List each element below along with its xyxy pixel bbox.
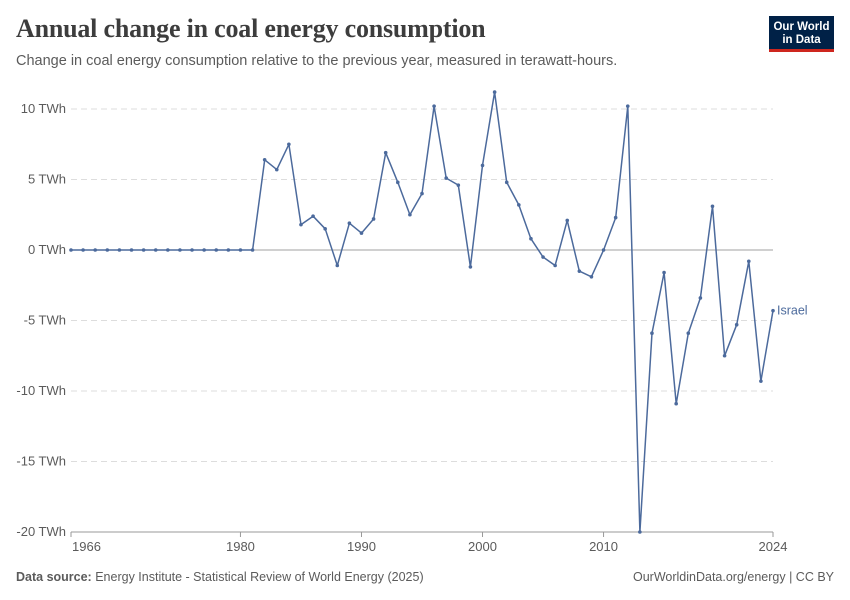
logo-line-1: Our World	[773, 21, 830, 33]
data-point	[395, 180, 400, 185]
grid-layer	[71, 108, 773, 533]
data-point	[553, 263, 557, 268]
logo-line-2: in Data	[782, 34, 821, 46]
data-point	[517, 203, 521, 207]
data-point	[323, 227, 327, 231]
line-chart: 10 TWh 5 TWh 0 TWh -5 TWh -10 TWh -15 TWh -20 …	[16, 90, 808, 554]
data-point	[734, 322, 739, 327]
data-point	[93, 248, 98, 252]
data-point	[383, 150, 388, 155]
data-point	[311, 214, 315, 218]
data-point	[746, 259, 751, 264]
license-link[interactable]: OurWorldinData.org/energy | CC BY	[632, 570, 834, 584]
data-point	[444, 176, 449, 180]
data-point	[613, 215, 618, 220]
data-point	[117, 248, 122, 252]
chart-subtitle: Change in coal energy consumption relati…	[16, 53, 618, 69]
data-point	[299, 222, 303, 227]
data-point	[650, 331, 654, 335]
data-point	[359, 231, 364, 235]
data-point	[250, 248, 255, 252]
data-point	[565, 218, 570, 223]
y-tick-label: -10 TWh	[16, 383, 66, 398]
data-point	[759, 379, 763, 383]
data-point	[456, 183, 461, 187]
data-point	[468, 265, 473, 269]
data-source-text[interactable]: Energy Institute - Statistical Review of…	[95, 570, 424, 584]
data-point	[226, 248, 231, 252]
data-point	[190, 248, 194, 252]
data-point	[287, 142, 291, 147]
x-tick-label: 2000	[468, 539, 497, 554]
data-point	[371, 217, 376, 221]
data-point	[698, 296, 703, 300]
data-point	[638, 530, 642, 534]
data-point	[238, 248, 243, 252]
x-tick-label: 1990	[347, 539, 376, 554]
data-point	[686, 331, 691, 335]
y-tick-label: -15 TWh	[16, 454, 66, 469]
owid-logo[interactable]: Our World in Data	[769, 16, 834, 52]
data-point	[274, 167, 279, 172]
data-point	[262, 157, 267, 162]
y-tick-label: -20 TWh	[16, 524, 66, 539]
data-point	[625, 104, 630, 108]
data-point	[153, 248, 158, 252]
data-point	[141, 248, 146, 252]
data-point	[722, 353, 727, 358]
data-source: Data source: Energy Institute - Statisti…	[16, 570, 424, 584]
y-tick-label: 5 TWh	[28, 172, 66, 187]
data-point	[589, 274, 594, 279]
data-point	[129, 248, 134, 252]
y-tick-label: 0 TWh	[28, 242, 66, 257]
data-point	[541, 255, 545, 259]
data-point	[347, 221, 352, 226]
data-point	[771, 308, 775, 313]
data-point	[529, 236, 533, 241]
data-point	[504, 180, 509, 185]
data-source-label: Data source:	[16, 570, 92, 584]
data-point	[202, 248, 206, 252]
data-point	[214, 248, 219, 252]
data-point	[674, 401, 678, 406]
x-tick-label: 2010	[589, 539, 618, 554]
x-tick-label: 1980	[226, 539, 255, 554]
data-point	[432, 104, 436, 108]
data-point	[105, 248, 110, 252]
data-point	[480, 163, 485, 168]
data-point	[577, 269, 582, 273]
data-point	[662, 270, 666, 275]
data-point	[81, 248, 85, 252]
axis-layer: 10 TWh 5 TWh 0 TWh -5 TWh -10 TWh -15 TWh -20 …	[16, 101, 787, 554]
label-layer: Israel	[777, 304, 808, 318]
y-tick-label: -5 TWh	[24, 313, 66, 328]
data-point	[492, 90, 497, 94]
x-tick-label: 1966	[72, 539, 101, 554]
data-point	[420, 191, 424, 196]
data-point	[69, 248, 73, 252]
series-line-israel	[71, 91, 774, 533]
data-point	[408, 212, 412, 217]
data-point	[178, 248, 182, 252]
series-layer	[69, 90, 775, 534]
data-point	[335, 263, 340, 268]
y-tick-label: 10 TWh	[21, 101, 66, 116]
data-point	[710, 204, 715, 209]
series-label-israel: Israel	[777, 304, 808, 318]
data-point	[601, 248, 606, 252]
x-tick-label: 2024	[759, 539, 788, 554]
chart-title: Annual change in coal energy consumption	[16, 14, 486, 43]
data-point	[166, 248, 170, 252]
